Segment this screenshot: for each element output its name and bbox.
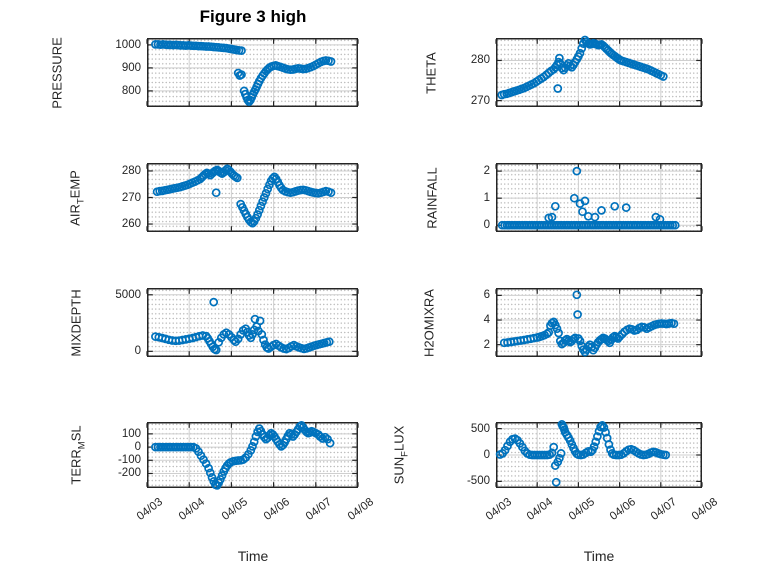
y-axis-label-pre: PRESSURE [49, 36, 65, 109]
y-tick-label: 0 [483, 219, 490, 232]
y-tick-label: 270 [470, 94, 490, 107]
figure-title: Figure 3 high [199, 7, 307, 26]
axes-box [147, 288, 358, 357]
y-axis-label-sub: M [76, 441, 87, 450]
axes-box [496, 38, 702, 107]
axes-box [147, 163, 358, 232]
data-points-sunflux [495, 420, 671, 487]
y-tick-label: 5000 [115, 288, 141, 301]
plot-area-airtemp [146, 163, 359, 232]
y-tick-label: 6 [483, 289, 490, 302]
y-tick-label: 280 [121, 164, 141, 177]
y-tick-label: 0 [134, 441, 141, 454]
y-tick-label: 280 [470, 54, 490, 67]
y-axis-label-theta: THETA [424, 52, 439, 94]
subplot-h2omixra: 6 4 2 H2OMIXRA [422, 288, 703, 357]
y-axis-label-pre: THETA [423, 51, 439, 94]
x-tick-label: 04/04 [525, 496, 556, 523]
subplot-mixdepth: 5000 0 MIXDEPTH [69, 288, 359, 357]
y-axis-label-sub: F [399, 451, 410, 457]
subplot-airtemp: 280 270 260 AIRTEMP [68, 163, 359, 232]
x-tick-label: 04/05 [219, 496, 250, 523]
y-tick-label: 100 [121, 427, 141, 440]
plot-area-theta [495, 35, 703, 107]
data-points-theta [497, 35, 668, 100]
x-tick-label: 04/03 [135, 496, 166, 523]
y-tick-label: -100 [117, 454, 141, 467]
data-points-pressure [151, 40, 336, 107]
x-axis-title-right: Time [583, 548, 615, 564]
y-tick-label: 1000 [115, 38, 141, 51]
y-axis-label-mixdepth: MIXDEPTH [69, 289, 84, 356]
subplot-rainfall: 2 1 0 RAINFALL [425, 163, 703, 232]
y-tick-label: 270 [121, 191, 141, 204]
y-tick-label: 260 [121, 218, 141, 231]
x-tick-label: 04/08 [346, 496, 377, 523]
y-tick-label: 2 [483, 338, 490, 351]
x-tick-label: 04/06 [261, 496, 292, 523]
data-points-terrmsl [151, 420, 335, 490]
axes-box [147, 38, 358, 107]
x-axis-title-left: Time [237, 548, 269, 564]
y-axis-label-sub: T [75, 197, 86, 204]
y-axis-label-pressure: PRESSURE [50, 37, 65, 109]
y-axis-label-rainfall: RAINFALL [425, 167, 440, 228]
y-axis-label-h2omixra: H2OMIXRA [422, 289, 437, 357]
y-axis-label-pre: AIR [67, 203, 83, 226]
plot-area-mixdepth [146, 288, 359, 357]
x-tick-label: 04/07 [303, 496, 335, 523]
data-points-mixdepth [151, 297, 334, 355]
y-axis-label-pre: MIXDEPTH [68, 288, 84, 357]
plot-area-terrmsl [146, 420, 359, 490]
plot-area-rainfall [495, 163, 703, 232]
subplot-pressure: 1000 900 800 PRESSURE [50, 37, 359, 108]
x-tick-label: 04/06 [607, 496, 638, 523]
y-tick-label: -200 [117, 467, 141, 480]
axes-box [496, 163, 702, 232]
y-tick-label: 0 [134, 345, 141, 358]
x-tick-label: 04/08 [690, 496, 721, 523]
y-axis-label-sunflux: SUNFLUX [391, 425, 411, 485]
y-axis-label-pre: SUN [391, 456, 407, 485]
data-points-rainfall [497, 166, 680, 230]
y-axis-label-post: LUX [391, 425, 407, 452]
y-tick-label: 900 [121, 61, 141, 74]
y-tick-label: 500 [470, 422, 490, 435]
x-tick-label: 04/04 [177, 496, 208, 523]
y-axis-label-post: SL [68, 425, 84, 442]
y-tick-label: 1 [483, 192, 490, 205]
y-tick-label: 800 [121, 84, 141, 97]
subplot-terrmsl: 100 0 -100 -200 TERRMSL 04/03 04/04 04/05 04/06 0… [69, 420, 376, 523]
y-axis-label-pre: RAINFALL [424, 166, 440, 229]
y-tick-label: 0 [483, 449, 490, 461]
data-points-h2omixra [499, 290, 679, 357]
y-axis-label-post: EMP [67, 169, 83, 198]
subplot-sunflux: 500 0 -500 SUNFLUX 04/03 04/04 04/05 04/06 04/07… [392, 420, 720, 523]
subplot-theta: 280 270 THETA [424, 35, 703, 107]
y-tick-label: -500 [466, 475, 490, 488]
plot-area-sunflux [495, 420, 703, 488]
x-tick-label: 04/03 [484, 496, 515, 523]
x-tick-label: 04/05 [566, 496, 597, 523]
plot-area-h2omixra [495, 288, 703, 357]
x-tick-label: 04/07 [648, 496, 680, 523]
y-tick-label: 4 [483, 314, 490, 327]
axes-box [147, 422, 358, 488]
data-points-airtemp [152, 164, 336, 228]
plot-area-pressure [146, 38, 359, 107]
y-axis-label-terrmsl: TERRMSL [68, 425, 88, 485]
axes-box [496, 288, 702, 357]
y-axis-label-pre: H2OMIXRA [421, 288, 437, 357]
y-axis-label-pre: TERR [68, 449, 84, 485]
y-axis-label-airtemp: AIRTEMP [67, 169, 87, 226]
y-tick-label: 2 [483, 165, 490, 178]
